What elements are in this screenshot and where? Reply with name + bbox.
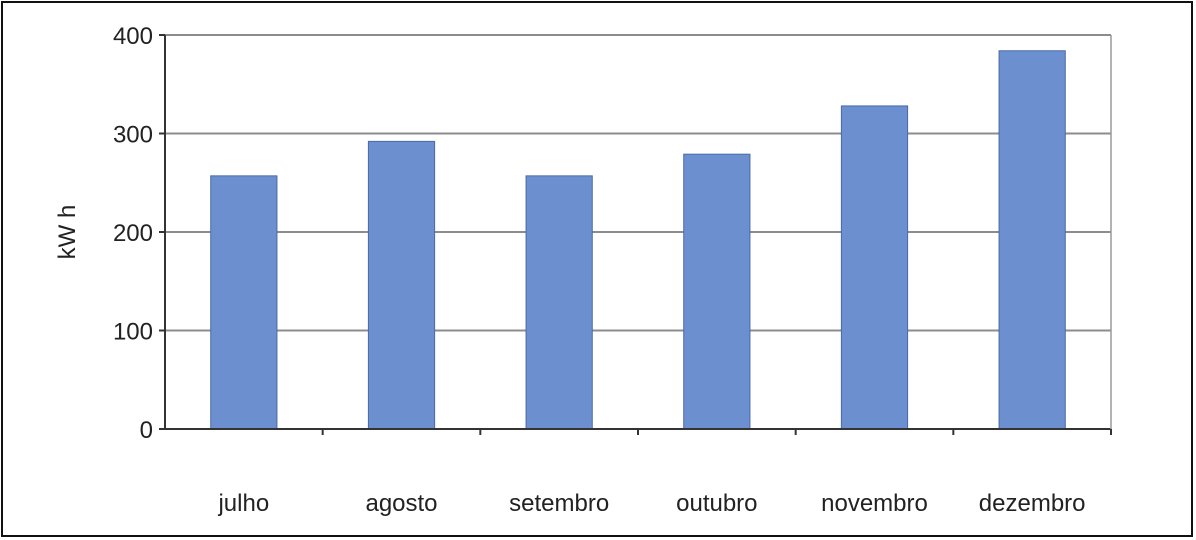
bars bbox=[210, 50, 1066, 430]
gridlines bbox=[165, 34, 1111, 332]
x-tick-label-agosto: agosto bbox=[365, 490, 437, 517]
y-tick-label: 400 bbox=[113, 23, 153, 50]
bar-agosto bbox=[367, 140, 436, 430]
bar-dezembro bbox=[998, 50, 1066, 430]
x-tick-labels: julho agosto setembro outubro novembro dezemb… bbox=[217, 429, 1112, 517]
bar-novembro bbox=[840, 105, 909, 430]
bar-outubro bbox=[683, 153, 751, 430]
bar-julho bbox=[210, 175, 278, 430]
bar-chart: 0 100 200 300 400 julho agosto setembro outubro… bbox=[54, 23, 1112, 517]
x-tick-label-julho: julho bbox=[217, 490, 269, 517]
y-tick-label: 0 bbox=[140, 417, 153, 444]
y-tick-label: 300 bbox=[113, 122, 153, 149]
y-tick-labels: 0 100 200 300 400 bbox=[113, 23, 165, 444]
x-tick-label-novembro: novembro bbox=[821, 490, 928, 517]
bar-setembro bbox=[525, 175, 593, 430]
y-tick-label: 100 bbox=[113, 319, 153, 346]
y-axis-title: kW h bbox=[54, 205, 81, 260]
x-tick-label-dezembro: dezembro bbox=[979, 490, 1086, 517]
y-tick-label: 200 bbox=[113, 220, 153, 247]
x-tick-label-outubro: outubro bbox=[676, 490, 757, 517]
x-tick-label-setembro: setembro bbox=[509, 490, 609, 517]
